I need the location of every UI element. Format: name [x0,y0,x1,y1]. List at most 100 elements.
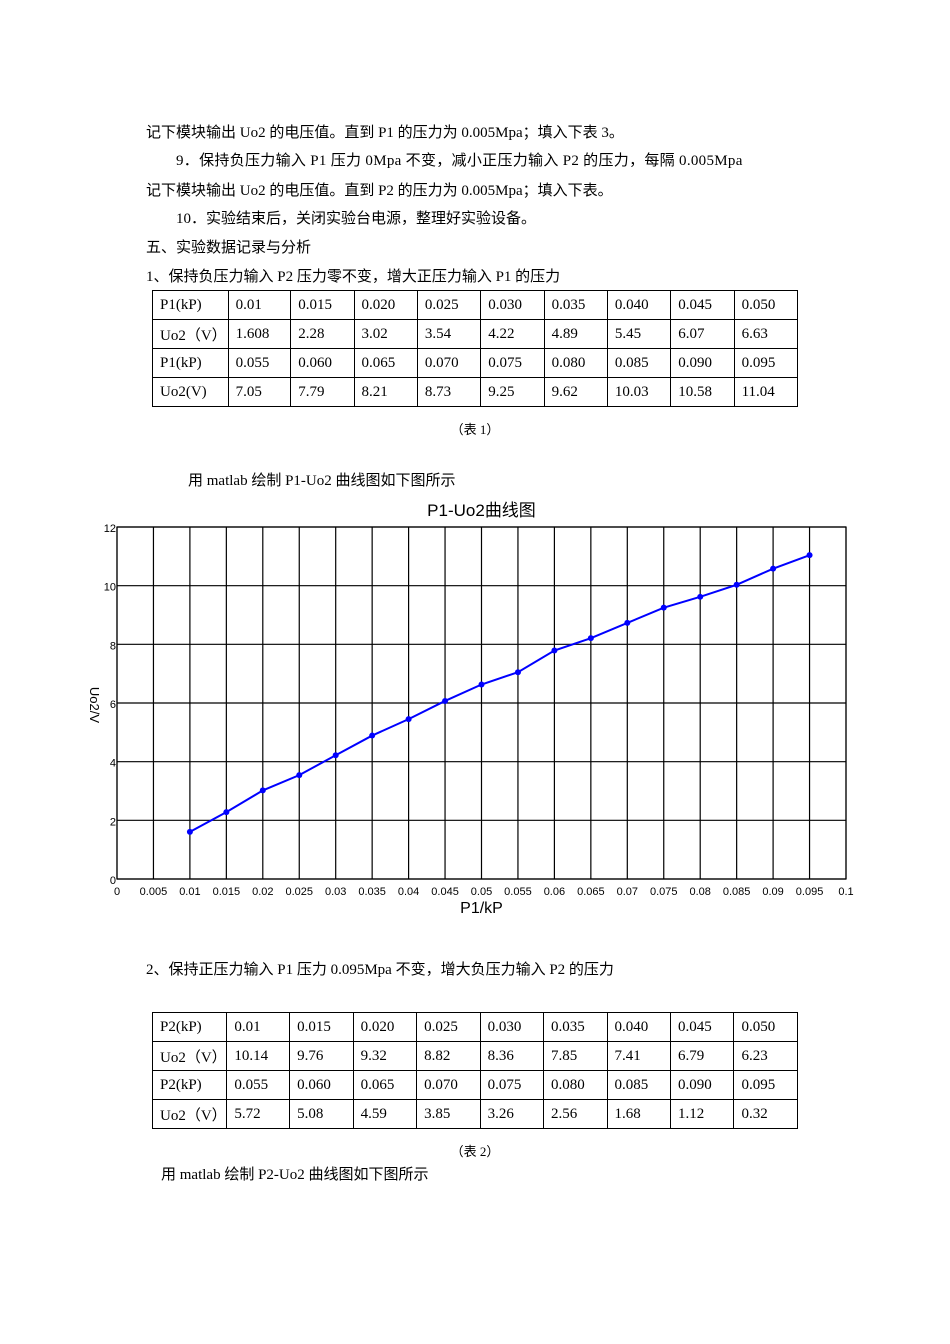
table-cell: 10.14 [226,1041,291,1071]
data-point-marker [223,809,230,816]
row-header-cell: Uo2（V） [151,1041,228,1071]
x-tick-label: 0.03 [325,886,346,898]
table-cell: 0.015 [289,1012,354,1042]
table-cell: 0.025 [416,290,482,320]
table-cell: 6.23 [733,1041,798,1071]
row-header-cell: P2(kP) [151,1070,228,1100]
table-cell: 0.025 [416,1012,481,1042]
table-cell: 0.090 [670,348,735,378]
table-cell: 0.055 [226,1070,291,1100]
table-cell: 0.060 [289,1070,354,1100]
table-cell: 1.12 [669,1099,735,1129]
paragraph-line: 记下模块输出 Uo2 的电压值。直到 P2 的压力为 0.005Mpa；填入下表… [146,183,613,199]
data-point-marker [259,787,266,794]
table-cell: 8.82 [416,1041,481,1071]
data-point-marker [514,669,521,676]
x-tick-label: 0.09 [762,886,783,898]
table-cell: 0.030 [480,290,545,320]
table-row: P2(kP) 0.01 0.015 0.020 0.025 0.030 0.035 0.040… [151,1012,798,1042]
table-cell: 9.62 [543,377,608,407]
table-cell: 2.28 [290,319,355,349]
table-cell: 9.76 [289,1041,354,1071]
table-cell: 0.055 [227,348,292,378]
table-caption-1: （表 1） [450,422,500,437]
table-cell: 8.73 [416,377,482,407]
x-tick-label: 0.085 [723,886,751,898]
y-tick-label: 4 [110,758,116,770]
table-cell: 7.41 [606,1041,671,1071]
table-cell: 0.085 [606,1070,671,1100]
data-point-marker [733,581,740,588]
table-cell: 3.02 [353,319,418,349]
table-cell: 0.075 [480,348,545,378]
table-cell: 0.070 [416,1070,481,1100]
x-tick-label: 0.045 [431,886,459,898]
y-tick-label: 6 [110,699,116,711]
table-cell: 0.085 [606,348,672,378]
x-tick-label: 0.02 [252,886,273,898]
x-tick-label: 0.015 [213,886,241,898]
data-point-marker [806,552,813,559]
table-cell: 0.32 [733,1099,798,1129]
table-cell: 7.05 [227,377,292,407]
table-cell: 0.035 [543,290,608,320]
x-tick-label: 0.005 [140,886,168,898]
x-tick-label: 0.035 [358,886,386,898]
table-cell: 0.050 [733,290,799,320]
data-point-marker [296,772,303,779]
table-cell: 0.095 [733,1070,798,1100]
table-row: P1(kP) 0.01 0.015 0.020 0.025 0.030 0.035 0.040… [152,290,799,320]
plot-frame [116,526,847,880]
x-tick-label: 0.025 [285,886,313,898]
data-table-1: P1(kP) 0.01 0.015 0.020 0.025 0.030 0.035 0.040… [152,290,799,407]
row-header-cell: Uo2（V） [151,1099,228,1129]
table-cell: 1.68 [606,1099,671,1129]
section-heading: 五、实验数据记录与分析 [146,240,312,256]
table-cell: 8.36 [479,1041,545,1071]
table-cell: 0.090 [669,1070,735,1100]
table-cell: 0.035 [543,1012,608,1042]
table-row: Uo2(V) 7.05 7.79 8.21 8.73 9.25 9.62 10.03 10.58… [152,377,799,407]
data-point-marker [478,681,485,688]
x-tick-label: 0.08 [689,886,710,898]
table-cell: 0.075 [479,1070,545,1100]
data-point-marker [186,828,193,835]
table-cell: 9.32 [352,1041,418,1071]
table-row: P1(kP) 0.055 0.060 0.065 0.070 0.075 0.080 0.08… [152,348,799,378]
data-point-marker [369,732,376,739]
plot-intro-1: 用 matlab 绘制 P1-Uo2 曲线图如下图所示 [188,473,456,489]
x-tick-label: 0.075 [650,886,678,898]
data-line [189,554,810,833]
y-tick-label: 8 [110,640,116,652]
table-cell: 0.040 [606,290,672,320]
table-cell: 4.89 [543,319,608,349]
step-10: 10．实验结束后，关闭实验台电源，整理好实验设备。 [176,211,537,227]
table-cell: 0.015 [290,290,355,320]
table-cell: 0.01 [227,290,292,320]
x-tick-label: 0.04 [398,886,419,898]
table-cell: 0.065 [352,1070,418,1100]
row-header-cell: P2(kP) [151,1012,228,1042]
table-cell: 0.065 [353,348,418,378]
table-cell: 2.56 [543,1099,608,1129]
table-cell: 0.01 [226,1012,291,1042]
table-cell: 6.79 [669,1041,735,1071]
step-9: 9．保持负压力输入 P1 压力 0Mpa 不变，减小正压力输入 P2 的压力，每… [176,153,743,169]
table-cell: 0.070 [416,348,482,378]
subsection-2: 2、保持正压力输入 P1 压力 0.095Mpa 不变，增大负压力输入 P2 的… [146,962,614,978]
table-cell: 5.72 [226,1099,291,1129]
table-cell: 4.22 [480,319,545,349]
data-point-marker [551,647,558,654]
x-tick-label: 0.06 [544,886,565,898]
chart-title: P1-Uo2曲线图 [427,501,536,520]
row-header-cell: P1(kP) [152,348,229,378]
table-cell: 0.080 [543,1070,608,1100]
table-cell: 0.045 [670,290,735,320]
x-tick-label: 0.05 [471,886,492,898]
table-cell: 5.08 [289,1099,354,1129]
table-cell: 0.050 [733,1012,798,1042]
y-tick-label: 10 [104,582,116,594]
table-cell: 3.26 [479,1099,545,1129]
table-cell: 7.79 [290,377,355,407]
table-row: Uo2（V） 1.608 2.28 3.02 3.54 4.22 4.89 5.45 6.07 6… [152,319,799,349]
